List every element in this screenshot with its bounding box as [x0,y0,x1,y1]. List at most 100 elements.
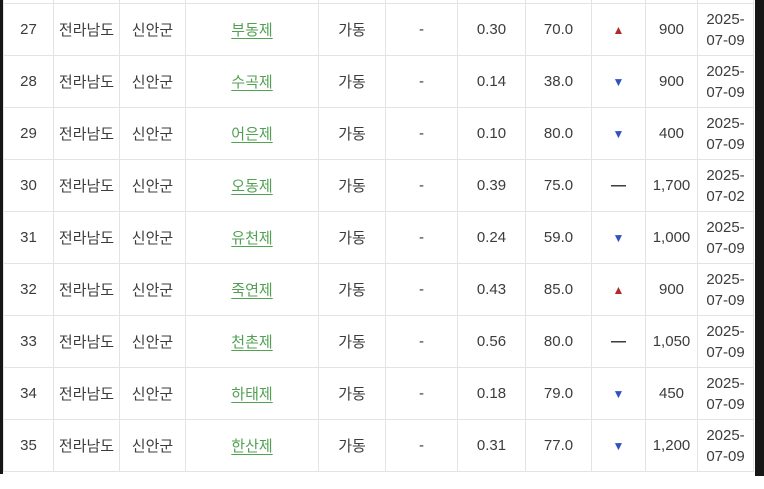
level-cell: 75.0 [525,159,592,212]
facility-name-link[interactable]: 유천제 [231,230,273,247]
trend-cell: ▼ [591,55,646,108]
trend-down-icon: ▼ [612,439,625,453]
row-number-cell: 29 [3,107,54,160]
date-line-1: 2025- [706,62,745,80]
unit-cell: - [385,315,458,368]
unit-cell: - [385,3,458,56]
facility-name-cell: 수곡제 [185,55,319,108]
date-line-2: 07-09 [706,395,745,413]
date-line-2: 07-09 [706,31,745,49]
date-line-1: 2025- [706,374,745,392]
status-cell: 가동 [318,419,386,472]
trend-down-icon: ▼ [612,231,625,245]
status-cell: 가동 [318,107,386,160]
status-cell: 가동 [318,211,386,264]
trend-cell: ▼ [591,107,646,160]
province-cell: 전라남도 [53,367,120,420]
trend-down-icon: ▼ [612,75,625,89]
rate-cell: 0.31 [457,419,526,472]
table-row: 33 전라남도 신안군 천촌제 가동 -0.56 80.0 — 1,050 2025- 07-09 [3,315,754,368]
rate-cell: 0.56 [457,315,526,368]
date-line-2: 07-09 [706,291,745,309]
level-cell: 85.0 [525,263,592,316]
date-line-2: 07-09 [706,83,745,101]
county-cell: 신안군 [119,159,186,212]
facility-name-link[interactable]: 하태제 [231,386,273,403]
facility-name-link[interactable]: 죽연제 [231,282,273,299]
facility-name-cell: 오동제 [185,159,319,212]
trend-cell: — [591,315,646,368]
table-row: 29 전라남도 신안군 어은제 가동 -0.10 80.0 ▼ 400 2025- 07-09 [3,107,754,160]
level-cell: 77.0 [525,419,592,472]
date-line-1: 2025- [706,322,745,340]
date-cell: 2025- 07-09 [697,55,754,108]
date-line-2: 07-02 [706,187,745,205]
rate-cell: 0.18 [457,367,526,420]
amount-cell: 900 [645,3,698,56]
facility-name-link[interactable]: 수곡제 [231,74,273,91]
date-line-1: 2025- [706,218,745,236]
table-row: 35 전라남도 신안군 한산제 가동 -0.31 77.0 ▼ 1,200 2025- 07-09 [3,419,754,472]
table-body: 27 전라남도 신안군 부동제 가동 -0.30 70.0 ▲ 900 2025- 07-09 28 전… [3,0,754,472]
facility-name-cell: 유천제 [185,211,319,264]
unit-cell: - [385,263,458,316]
status-cell: 가동 [318,55,386,108]
date-cell: 2025- 07-09 [697,3,754,56]
county-cell: 신안군 [119,315,186,368]
trend-cell: ▼ [591,211,646,264]
date-line-2: 07-09 [706,343,745,361]
date-line-1: 2025- [706,10,745,28]
amount-cell: 1,700 [645,159,698,212]
facility-name-link[interactable]: 한산제 [231,438,273,455]
row-number-cell: 34 [3,367,54,420]
status-cell: 가동 [318,159,386,212]
amount-cell: 900 [645,263,698,316]
facility-name-cell: 천촌제 [185,315,319,368]
facility-name-link[interactable]: 부동제 [231,22,273,39]
facility-name-link[interactable]: 오동제 [231,178,273,195]
date-line-1: 2025- [706,114,745,132]
county-cell: 신안군 [119,211,186,264]
trend-up-icon: ▲ [612,283,625,297]
trend-down-icon: ▼ [612,387,625,401]
status-cell: 가동 [318,3,386,56]
facility-name-link[interactable]: 천촌제 [231,334,273,351]
level-cell: 70.0 [525,3,592,56]
rate-cell: 0.10 [457,107,526,160]
trend-up-icon: ▲ [612,23,625,37]
water-facility-table: 27 전라남도 신안군 부동제 가동 -0.30 70.0 ▲ 900 2025- 07-09 28 전… [3,0,754,472]
trend-down-icon: ▼ [612,127,625,141]
rate-cell: 0.39 [457,159,526,212]
row-number-cell: 30 [3,159,54,212]
table-row: 34 전라남도 신안군 하태제 가동 -0.18 79.0 ▼ 450 2025- 07-09 [3,367,754,420]
unit-cell: - [385,55,458,108]
date-line-2: 07-09 [706,239,745,257]
facility-name-cell: 부동제 [185,3,319,56]
table-row: 28 전라남도 신안군 수곡제 가동 -0.14 38.0 ▼ 900 2025- 07-09 [3,55,754,108]
county-cell: 신안군 [119,107,186,160]
row-number-cell: 32 [3,263,54,316]
amount-cell: 900 [645,55,698,108]
amount-cell: 450 [645,367,698,420]
level-cell: 80.0 [525,107,592,160]
date-cell: 2025- 07-09 [697,211,754,264]
trend-cell: ▲ [591,3,646,56]
left-edge-bar [0,0,3,474]
facility-name-link[interactable]: 어은제 [231,126,273,143]
unit-cell: - [385,211,458,264]
county-cell: 신안군 [119,3,186,56]
facility-name-cell: 죽연제 [185,263,319,316]
row-number-cell: 27 [3,3,54,56]
province-cell: 전라남도 [53,3,120,56]
trend-flat-icon: — [611,333,626,350]
right-edge-bar [755,0,764,476]
date-line-2: 07-09 [706,447,745,465]
status-cell: 가동 [318,367,386,420]
amount-cell: 400 [645,107,698,160]
row-number-cell: 33 [3,315,54,368]
level-cell: 38.0 [525,55,592,108]
date-line-1: 2025- [706,166,745,184]
unit-cell: - [385,159,458,212]
date-cell: 2025- 07-09 [697,107,754,160]
status-cell: 가동 [318,315,386,368]
